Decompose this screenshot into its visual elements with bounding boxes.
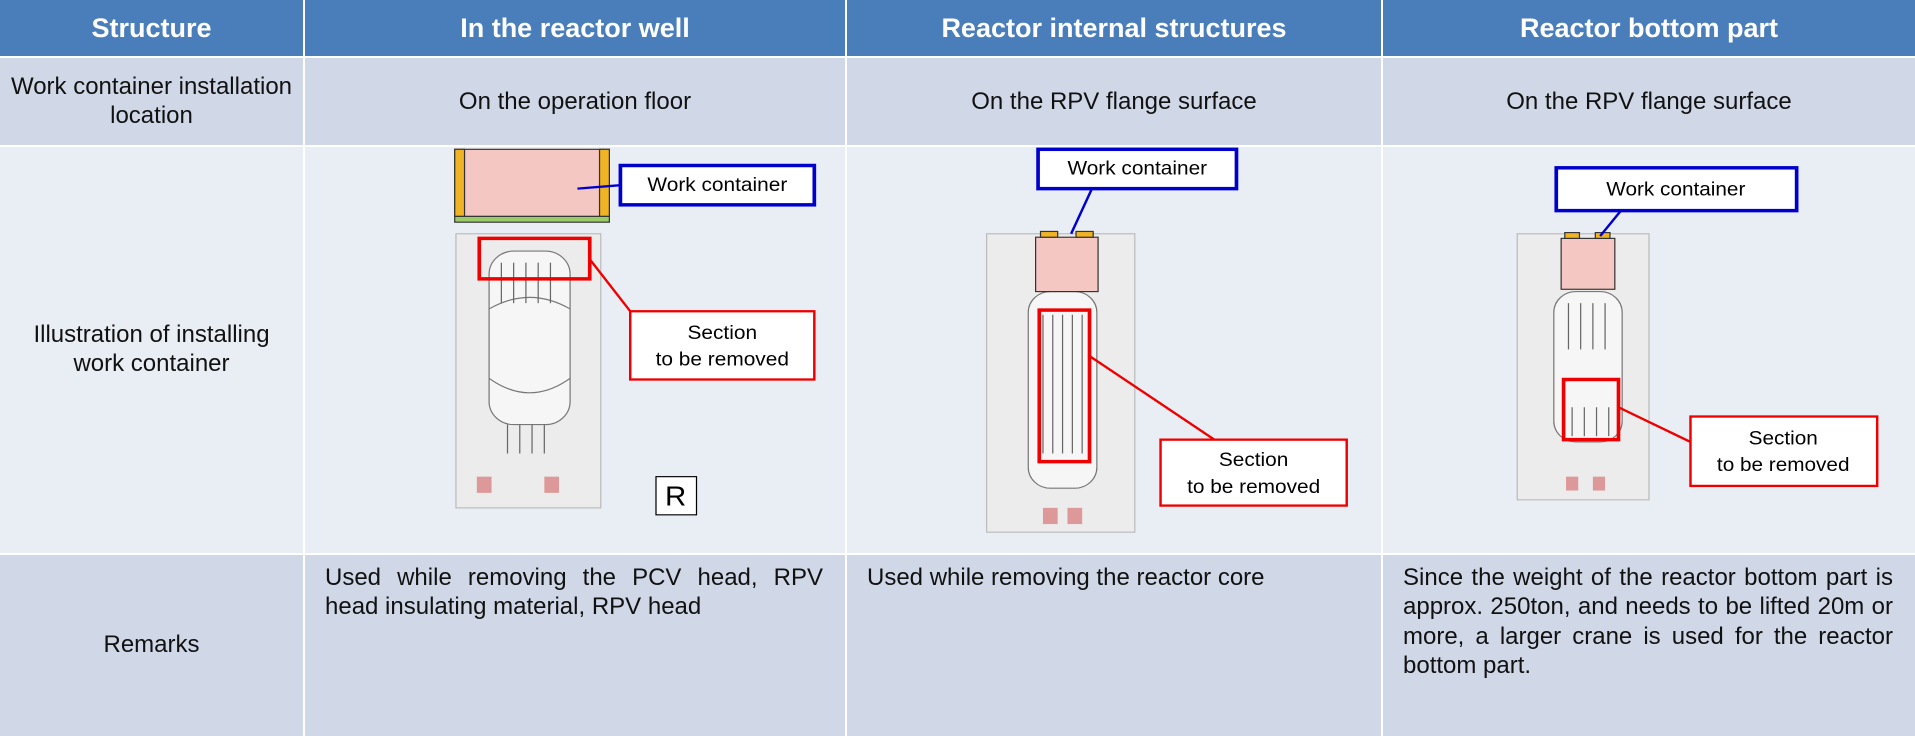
row-label: Illustration of installing work containe… bbox=[0, 147, 303, 553]
work-container bbox=[454, 148, 610, 217]
header-cell: Structure bbox=[0, 0, 303, 56]
container-base bbox=[454, 215, 610, 223]
cell: On the operation floor bbox=[305, 58, 845, 145]
illustration-cell: Work container Section to be removed bbox=[847, 147, 1381, 553]
section-label: Section bbox=[1219, 450, 1288, 471]
label-box bbox=[1159, 438, 1348, 507]
label-box bbox=[1036, 147, 1239, 191]
header-cell: Reactor bottom part bbox=[1383, 0, 1915, 56]
illustration: Work container Section to be removed R bbox=[454, 148, 817, 516]
container-label: Work container bbox=[647, 174, 787, 195]
label-box bbox=[618, 163, 817, 207]
cell: On the RPV flange surface bbox=[1383, 58, 1915, 145]
arrow bbox=[1599, 209, 1622, 237]
arrow bbox=[1087, 354, 1216, 441]
container-label: Work container bbox=[1067, 158, 1207, 179]
section-label: Section bbox=[687, 323, 757, 344]
section-box bbox=[1561, 377, 1621, 442]
reactor bbox=[1516, 233, 1650, 501]
illustration: Work container Section to be removed bbox=[986, 147, 1348, 533]
container-frame bbox=[1039, 230, 1059, 238]
illustration-cell: Work container Section to be removed R bbox=[305, 147, 845, 553]
arrow bbox=[588, 258, 632, 312]
work-container bbox=[1035, 236, 1099, 293]
illustration-cell: Work container Section to be removed bbox=[1383, 147, 1915, 553]
container-frame bbox=[598, 148, 610, 217]
marker: R bbox=[665, 481, 686, 512]
work-container bbox=[1560, 237, 1616, 290]
marker-box bbox=[655, 476, 698, 516]
section-label: to be removed bbox=[1187, 476, 1320, 497]
section-label: to be removed bbox=[1717, 454, 1850, 475]
section-box bbox=[477, 236, 592, 281]
container-label: Work container bbox=[1606, 179, 1745, 200]
header-cell: Reactor internal structures bbox=[847, 0, 1381, 56]
row-label: Work container installation location bbox=[0, 58, 303, 145]
container-frame bbox=[1075, 230, 1094, 238]
section-label: Section bbox=[1749, 428, 1818, 449]
label-box bbox=[629, 310, 816, 381]
arrow bbox=[577, 184, 621, 190]
section-label: to be removed bbox=[656, 349, 789, 370]
arrow bbox=[1070, 188, 1094, 235]
remark: Since the weight of the reactor bottom p… bbox=[1383, 555, 1915, 736]
section-box bbox=[1037, 308, 1092, 464]
remark: Used while removing the PCV head, RPV he… bbox=[305, 555, 845, 736]
header-cell: In the reactor well bbox=[305, 0, 845, 56]
row-label: Remarks bbox=[0, 555, 303, 736]
container-frame bbox=[454, 148, 466, 217]
remark: Used while removing the reactor core bbox=[847, 555, 1381, 736]
container-frame bbox=[1564, 232, 1581, 239]
illustration: Work container Section to be removed bbox=[1516, 166, 1879, 501]
label-box bbox=[1554, 166, 1799, 213]
arrow bbox=[1617, 406, 1692, 443]
label-box bbox=[1689, 415, 1879, 488]
cell: On the RPV flange surface bbox=[847, 58, 1381, 145]
